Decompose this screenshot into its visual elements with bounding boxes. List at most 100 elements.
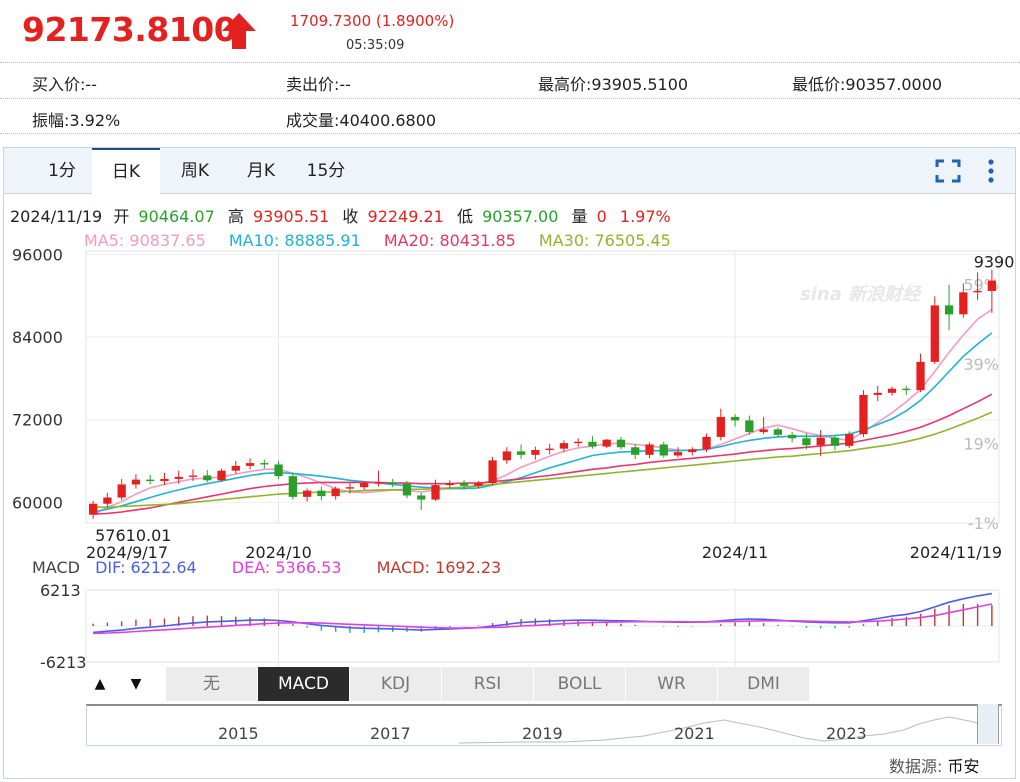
more-vertical-icon[interactable] xyxy=(984,158,998,184)
nav-year-2021: 2021 xyxy=(674,724,715,743)
min-price-label: 57610.01 xyxy=(95,526,171,545)
triangle-down-icon[interactable]: ▼ xyxy=(130,676,142,692)
source-name: 币安 xyxy=(947,757,980,776)
candle-body xyxy=(545,448,554,451)
candle-body xyxy=(702,436,711,450)
price-change: 1709.7300 (1.8900%) xyxy=(290,12,455,30)
candle-body xyxy=(131,479,141,485)
candle-body xyxy=(802,438,811,446)
ask-price: 卖出价:-- xyxy=(286,75,351,94)
ohlc-low-label: 低 xyxy=(457,207,473,226)
indicator-wr-button[interactable]: WR xyxy=(626,667,718,701)
indicator-boll-button[interactable]: BOLL xyxy=(534,667,626,701)
candle-body xyxy=(602,439,611,447)
fullscreen-icon[interactable] xyxy=(934,158,962,184)
watermark-text: sina 新浪财经 xyxy=(800,284,923,305)
candle-body xyxy=(645,444,654,455)
pct-tick-label: 39% xyxy=(963,355,999,374)
ma-line-ma10 xyxy=(92,332,993,513)
macd-histogram xyxy=(92,603,993,633)
candle-body xyxy=(288,476,297,497)
candle-body xyxy=(516,451,526,455)
ma10-legend: MA10: 88885.91 xyxy=(229,231,361,250)
candle-body xyxy=(317,490,326,497)
indicator-kdj-button[interactable]: KDJ xyxy=(350,667,442,701)
candle-body xyxy=(759,429,768,433)
navigator-range-handle[interactable] xyxy=(977,704,999,744)
bid-price: 买入价:-- xyxy=(32,75,97,94)
high-price: 最高价:93905.5100 xyxy=(538,75,689,94)
candle-body xyxy=(417,495,426,500)
tab-monthly[interactable]: 月K xyxy=(246,161,276,181)
candle-body xyxy=(659,444,668,456)
candle-body xyxy=(217,470,226,481)
macd-dea-line xyxy=(93,603,993,635)
x-tick-label: 2024/11/19 xyxy=(910,543,1002,562)
time-navigator[interactable]: 2015 2017 2019 2021 2023 xyxy=(86,704,1002,746)
up-arrow-icon xyxy=(222,13,256,49)
macd-y-axis: 6213 -6213 xyxy=(40,581,87,672)
low-price: 最低价:90357.0000 xyxy=(792,75,943,94)
candle-body xyxy=(830,437,840,446)
candle-body xyxy=(959,292,968,315)
candle-body xyxy=(745,420,754,433)
period-tabbar: 1分 日K 周K 月K 15分 xyxy=(4,148,1015,195)
candle-body xyxy=(688,449,697,453)
candlesticks xyxy=(88,269,997,519)
macd-tick-label: -6213 xyxy=(40,653,87,672)
candle-body xyxy=(973,290,982,293)
candle-body xyxy=(616,439,626,448)
quote-time: 05:35:09 xyxy=(346,38,405,53)
tab-1min[interactable]: 1分 xyxy=(48,161,76,181)
ohlc-close-label: 收 xyxy=(342,207,358,226)
candle-body xyxy=(445,483,454,486)
candle-body xyxy=(160,478,169,481)
svg-text:MA5: 90837.65 MA10: 8888: MA5: 90837.65 MA10: 88885.91 MA20: 80431… xyxy=(84,231,671,250)
nav-year-2023: 2023 xyxy=(826,724,867,743)
indicator-toolbar: ▲ ▼ 无 MACD KDJ RSI BOLL WR DMI xyxy=(82,667,812,701)
ma-line-ma20 xyxy=(93,393,993,515)
candle-body xyxy=(88,503,98,515)
last-price: 92173.8100 xyxy=(22,10,237,49)
tab-daily[interactable]: 日K xyxy=(92,148,160,195)
candle-body xyxy=(260,463,269,465)
nav-year-2015: 2015 xyxy=(218,724,259,743)
ohlc-vol-label: 量 xyxy=(572,207,588,226)
macd-dea: DEA: 5366.53 xyxy=(232,558,342,577)
tab-weekly[interactable]: 周K xyxy=(180,161,210,181)
ma5-legend: MA5: 90837.65 xyxy=(84,231,206,250)
navigator-mini-line xyxy=(458,716,985,744)
x-tick-label: 2024/9/17 xyxy=(86,543,168,562)
indicator-dmi-button[interactable]: DMI xyxy=(718,667,810,701)
ohlc-high: 93905.51 xyxy=(253,207,329,226)
candle-body xyxy=(944,305,954,315)
candle-body xyxy=(431,485,440,500)
svg-text:MACD DIF: 6212.64: MACD DIF: 6212.64 DEA: 5366.53 MACD: 169… xyxy=(32,558,501,577)
candle-body xyxy=(673,452,683,456)
date-x-axis: 2024/9/17 2024/10 2024/11 2024/11/19 xyxy=(86,543,1002,562)
candle-body xyxy=(374,482,383,484)
tab-15min[interactable]: 15分 xyxy=(306,161,346,181)
nav-year-2017: 2017 xyxy=(370,724,411,743)
x-tick-label: 2024/11 xyxy=(702,543,768,562)
candle-body xyxy=(773,429,783,435)
macd-dif-line xyxy=(93,592,993,634)
candle-body xyxy=(788,434,797,439)
candle-body xyxy=(174,476,183,479)
candle-body xyxy=(716,416,725,437)
candle-body xyxy=(816,437,825,446)
y-tick-label: 96000 xyxy=(12,245,63,264)
candle-body xyxy=(631,447,640,455)
moving-average-lines xyxy=(92,308,993,516)
candle-body xyxy=(502,451,511,461)
indicator-none-button[interactable]: 无 xyxy=(166,667,258,701)
indicator-rsi-button[interactable]: RSI xyxy=(442,667,534,701)
ohlc-date: 2024/11/19 xyxy=(10,207,102,226)
triangle-up-icon[interactable]: ▲ xyxy=(94,676,106,692)
kline-chart[interactable]: 2024/11/19 开 90464.07 高 93905.51 收 92249… xyxy=(4,148,1015,778)
ohlc-open-label: 开 xyxy=(113,207,129,226)
indicator-macd-button[interactable]: MACD xyxy=(258,667,350,701)
amplitude: 振幅:3.92% xyxy=(32,111,121,130)
candle-body xyxy=(730,416,740,421)
candle-body xyxy=(103,497,112,504)
